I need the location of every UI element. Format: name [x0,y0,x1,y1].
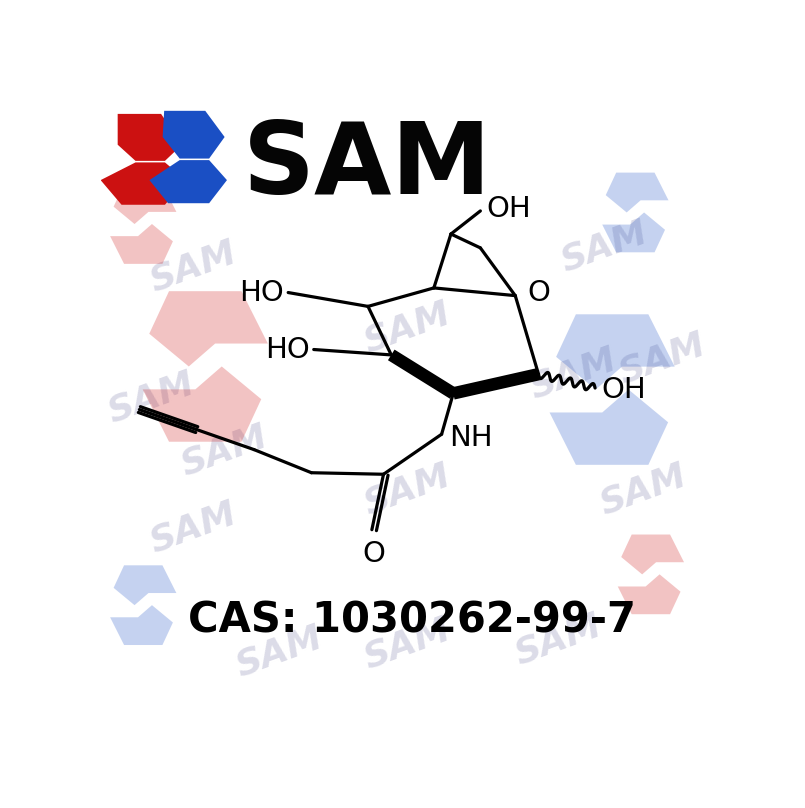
Polygon shape [150,160,227,204]
Text: SAM: SAM [359,458,455,521]
Polygon shape [149,291,268,367]
Polygon shape [556,314,675,389]
Text: SAM: SAM [614,327,711,390]
Text: SAM: SAM [242,118,491,215]
Polygon shape [114,184,176,224]
Text: O: O [527,280,551,307]
Text: CAS: 1030262-99-7: CAS: 1030262-99-7 [188,600,636,642]
Text: SAM: SAM [231,620,327,683]
Text: SAM: SAM [359,297,455,360]
Text: SAM: SAM [556,216,653,279]
Text: HO: HO [240,279,284,306]
Text: SAM: SAM [526,343,621,406]
Text: SAM: SAM [595,458,691,521]
Polygon shape [142,367,262,442]
Text: NH: NH [449,424,493,452]
Text: O: O [362,541,385,569]
Polygon shape [617,574,680,614]
Polygon shape [114,566,176,605]
Polygon shape [605,173,668,213]
Polygon shape [621,535,684,574]
Polygon shape [118,114,182,161]
Polygon shape [101,162,186,204]
Polygon shape [110,605,173,645]
Text: SAM: SAM [146,235,242,297]
Text: SAM: SAM [103,366,199,428]
Polygon shape [550,389,668,465]
Text: SAM: SAM [176,420,273,482]
Text: OH: OH [601,376,646,403]
Text: SAM: SAM [146,497,242,559]
Polygon shape [163,111,225,158]
Text: SAM: SAM [510,608,606,671]
Polygon shape [602,213,665,252]
Text: SAM: SAM [359,612,455,675]
Polygon shape [110,224,173,264]
Text: HO: HO [265,335,310,364]
Text: OH: OH [486,196,531,223]
